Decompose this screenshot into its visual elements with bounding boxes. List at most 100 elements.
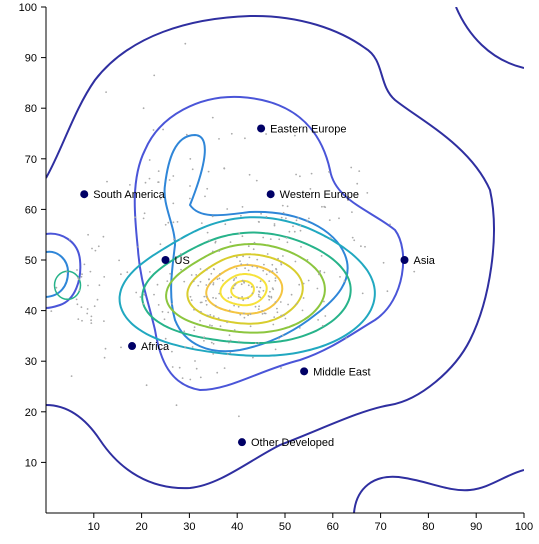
scatter-point [246, 263, 249, 266]
scatter-point [185, 133, 188, 136]
x-tick-label-40: 40 [231, 521, 243, 533]
scatter-point [233, 304, 236, 307]
scatter-point [143, 212, 146, 215]
scatter-point [120, 346, 122, 349]
scatter-point [287, 303, 289, 306]
scatter-point [223, 367, 226, 369]
scatter-point [268, 298, 271, 301]
x-tick-label-80: 80 [422, 521, 434, 533]
scatter-point [161, 310, 164, 313]
scatter-point [263, 263, 265, 266]
scatter-point [200, 301, 203, 304]
contour-level-8 [205, 263, 284, 315]
marker-eastern-europe [257, 124, 266, 133]
x-tick-label-50: 50 [279, 521, 291, 533]
scatter-point [166, 280, 169, 282]
scatter-point [274, 301, 277, 304]
marker-us [161, 256, 170, 264]
scatter-point [343, 280, 346, 283]
scatter-point [240, 283, 243, 286]
scatter-point [90, 319, 92, 322]
scatter-point [149, 271, 151, 273]
scatter-point [77, 318, 80, 320]
scatter-point [193, 326, 196, 329]
scatter-point [308, 217, 310, 220]
scatter-point [93, 305, 96, 308]
scatter-point [77, 277, 79, 279]
scatter-point [179, 261, 182, 264]
scatter-point [259, 280, 262, 283]
scatter-point [184, 42, 187, 45]
scatter-point [103, 320, 105, 322]
scatter-point [179, 253, 182, 255]
scatter-point [55, 286, 58, 289]
scatter-point [199, 280, 202, 283]
scatter-point [189, 197, 191, 200]
scatter-point [148, 159, 151, 161]
scatter-point [199, 376, 202, 379]
scatter-point [205, 299, 207, 302]
scatter-point [159, 197, 162, 200]
scatter-point [278, 238, 281, 241]
scatter-point [259, 296, 262, 299]
scatter-point [211, 324, 213, 327]
scatter-point [210, 272, 213, 275]
marker-south-america [80, 190, 89, 199]
marker-label-south-america: South America [93, 189, 165, 201]
scatter-point [204, 195, 206, 198]
scatter-point [228, 341, 230, 344]
scatter-point [274, 277, 277, 279]
scatter-point [262, 236, 265, 239]
scatter-point [171, 303, 174, 305]
scatter-point [280, 216, 283, 219]
scatter-point [286, 241, 289, 244]
scatter-point [280, 262, 282, 264]
scatter-point [212, 283, 215, 286]
scatter-point [75, 298, 78, 301]
contour-level-3-left [46, 250, 70, 298]
scatter-point [258, 290, 260, 293]
scatter-point [157, 304, 160, 306]
contour-level-7 [186, 253, 304, 325]
scatter-point [295, 303, 298, 305]
scatter-point [351, 236, 354, 239]
scatter-point [80, 275, 83, 278]
scatter-point [328, 171, 330, 173]
scatter-point [299, 229, 302, 232]
scatter-point [172, 202, 175, 205]
scatter-point [218, 138, 220, 140]
scatter-point [256, 258, 259, 261]
x-tick-label-100: 100 [515, 521, 533, 533]
scatter-point [90, 315, 93, 318]
scatter-point [273, 224, 276, 227]
scatter-point [234, 283, 237, 285]
scatter-point [366, 192, 369, 194]
scatter-point [248, 256, 251, 259]
scatter-point [214, 241, 217, 244]
scatter-point [203, 339, 205, 342]
scatter-point [273, 223, 276, 225]
scatter-point [219, 273, 221, 275]
scatter-point [254, 342, 257, 345]
scatter-point [203, 295, 206, 298]
scatter-point [221, 279, 224, 282]
scatter-point [233, 284, 236, 287]
scatter-point [271, 263, 274, 266]
contour-level-2-left [46, 232, 82, 309]
scatter-point [260, 212, 262, 215]
scatter-point [256, 266, 259, 269]
scatter-point [351, 211, 353, 214]
scatter-point [180, 268, 182, 271]
scatter-point [389, 223, 391, 226]
scatter-point [252, 356, 254, 359]
scatter-point [211, 215, 214, 218]
scatter-point [153, 293, 155, 296]
marker-label-us: US [175, 255, 190, 267]
scatter-point [358, 170, 361, 173]
scatter-point [208, 278, 210, 281]
scatter-point [179, 238, 182, 241]
scatter-point [353, 239, 356, 242]
scatter-point [118, 259, 120, 262]
scatter-point [233, 329, 236, 331]
scatter-point [237, 297, 240, 300]
